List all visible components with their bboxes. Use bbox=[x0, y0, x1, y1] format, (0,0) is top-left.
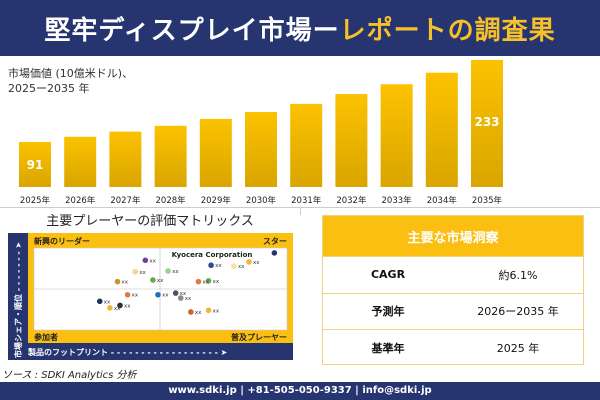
bar-2028年 bbox=[154, 125, 187, 187]
x-tick-label: 2025年 bbox=[20, 195, 51, 206]
player-point bbox=[271, 250, 278, 256]
bar-2025年 bbox=[19, 142, 51, 187]
bar-2029年 bbox=[199, 118, 232, 187]
player-point bbox=[155, 291, 161, 298]
player-label: xx bbox=[162, 293, 169, 299]
page-title: 堅牢ディスプレイ市場ー レポートの調査果 bbox=[0, 0, 600, 56]
player-label: xx bbox=[149, 258, 156, 264]
player-label: xx bbox=[238, 264, 245, 270]
insight-value: 2026ー2035 年 bbox=[477, 305, 559, 319]
player-label: xx bbox=[195, 310, 202, 316]
player-label: xx bbox=[213, 279, 220, 285]
x-tick-label: 2029年 bbox=[201, 195, 232, 206]
player-point bbox=[107, 305, 113, 311]
player-label: xx bbox=[132, 293, 139, 299]
bar-2026年 bbox=[64, 136, 97, 187]
x-tick-label: 2026年 bbox=[65, 195, 96, 206]
player-point bbox=[114, 278, 121, 285]
quadrant-label-pervasive: 普及プレーヤー bbox=[231, 332, 287, 342]
bar-2034年 bbox=[425, 72, 458, 187]
bar-chart: 2025年 91 2026年 2027年 2028年 2029年 2030年 2031年 203… bbox=[19, 60, 503, 206]
bar-2033年 bbox=[380, 84, 413, 187]
quadrant-label-emerging: 新興のリーダー bbox=[34, 236, 90, 246]
bar-2027年 bbox=[109, 131, 142, 187]
player-point bbox=[142, 257, 149, 264]
player-label: xx bbox=[172, 269, 179, 275]
player-point bbox=[96, 298, 103, 305]
bar-2032年 bbox=[335, 94, 368, 187]
footer-contact[interactable]: www.sdki.jp | +81-505-050-9337 | info@sd… bbox=[0, 382, 600, 400]
insight-key: 予測年 bbox=[371, 305, 405, 319]
quadrant-label-star: スター bbox=[263, 236, 287, 246]
player-label: xx bbox=[185, 296, 192, 302]
player-point bbox=[172, 290, 179, 296]
insight-key: CAGR bbox=[370, 268, 406, 282]
x-tick-label: 2032年 bbox=[336, 195, 367, 206]
data-label: 233 bbox=[474, 115, 499, 129]
chart-title-line1: 市場価値 (10億米ドル)、 bbox=[8, 67, 134, 80]
insight-value: 約6.1% bbox=[498, 268, 538, 282]
player-point bbox=[117, 302, 123, 309]
matrix-title: 主要プレーヤーの評価マトリックス bbox=[46, 214, 254, 229]
player-label: xx bbox=[253, 260, 260, 266]
x-tick-label: 2027年 bbox=[110, 195, 141, 206]
player-point bbox=[132, 268, 138, 275]
x-tick-label: 2028年 bbox=[156, 195, 187, 206]
player-point bbox=[165, 268, 171, 274]
player-label: xx bbox=[139, 270, 146, 276]
x-axis-label: 製品のフットプリント - - - - - - - - - - - - - - -… bbox=[27, 347, 228, 357]
data-label: 91 bbox=[27, 158, 44, 172]
insight-value: 2025 年 bbox=[496, 341, 540, 355]
player-point bbox=[124, 291, 131, 298]
player-label: xx bbox=[157, 278, 164, 284]
y-axis-label: 市場シェア・順位 - - - - - - - ➤ bbox=[13, 241, 23, 358]
player-label: xx bbox=[124, 303, 131, 309]
x-tick-label: 2035年 bbox=[472, 195, 503, 206]
insight-row: 基準年 2025 年 bbox=[323, 329, 583, 366]
player-point bbox=[188, 309, 194, 315]
x-tick-label: 2034年 bbox=[427, 195, 458, 206]
player-point bbox=[205, 307, 212, 314]
player-point bbox=[205, 278, 212, 284]
divider bbox=[300, 207, 301, 215]
x-tick-label: 2033年 bbox=[382, 195, 413, 206]
x-tick-label: 2030年 bbox=[246, 195, 277, 206]
insight-row: 予測年 2026ー2035 年 bbox=[323, 292, 583, 330]
insight-row: CAGR 約6.1% bbox=[323, 256, 583, 293]
player-label: xx bbox=[104, 299, 111, 305]
player-point bbox=[231, 263, 237, 269]
player-label: xx bbox=[121, 280, 128, 286]
player-point bbox=[150, 277, 156, 283]
bar-2031年 bbox=[290, 103, 323, 187]
player-label: xx bbox=[180, 291, 187, 297]
player-point bbox=[208, 262, 214, 269]
highlight-label: Kyocera Corporation bbox=[172, 251, 253, 259]
chart-title-line2: 2025ー2035 年 bbox=[8, 82, 90, 95]
player-label: xx bbox=[213, 308, 220, 314]
title-main: 堅牢ディスプレイ市場ー bbox=[44, 15, 340, 46]
player-label: xx bbox=[114, 306, 121, 312]
player-point bbox=[177, 295, 184, 301]
insight-key: 基準年 bbox=[371, 341, 405, 355]
player-label: xx bbox=[202, 280, 209, 286]
bar-2035年 bbox=[471, 60, 503, 187]
x-tick-label: 2031年 bbox=[291, 195, 322, 206]
insights-title: 主要な市場洞察 bbox=[323, 216, 583, 256]
insights-table: 主要な市場洞察 CAGR 約6.1% 予測年 2026ー2035 年 基準年 2025… bbox=[322, 215, 584, 365]
chart-title: 市場価値 (10億米ドル)、 2025ー2035 年 bbox=[8, 66, 133, 96]
quadrant-label-participant: 参加者 bbox=[33, 332, 58, 342]
player-point bbox=[246, 259, 252, 265]
bar-2030年 bbox=[245, 111, 277, 187]
title-accent: レポートの調査果 bbox=[339, 15, 556, 46]
player-point bbox=[195, 278, 202, 285]
source-note: ソース : SDKI Analytics 分析 bbox=[2, 370, 137, 381]
player-label: xx bbox=[215, 263, 222, 269]
